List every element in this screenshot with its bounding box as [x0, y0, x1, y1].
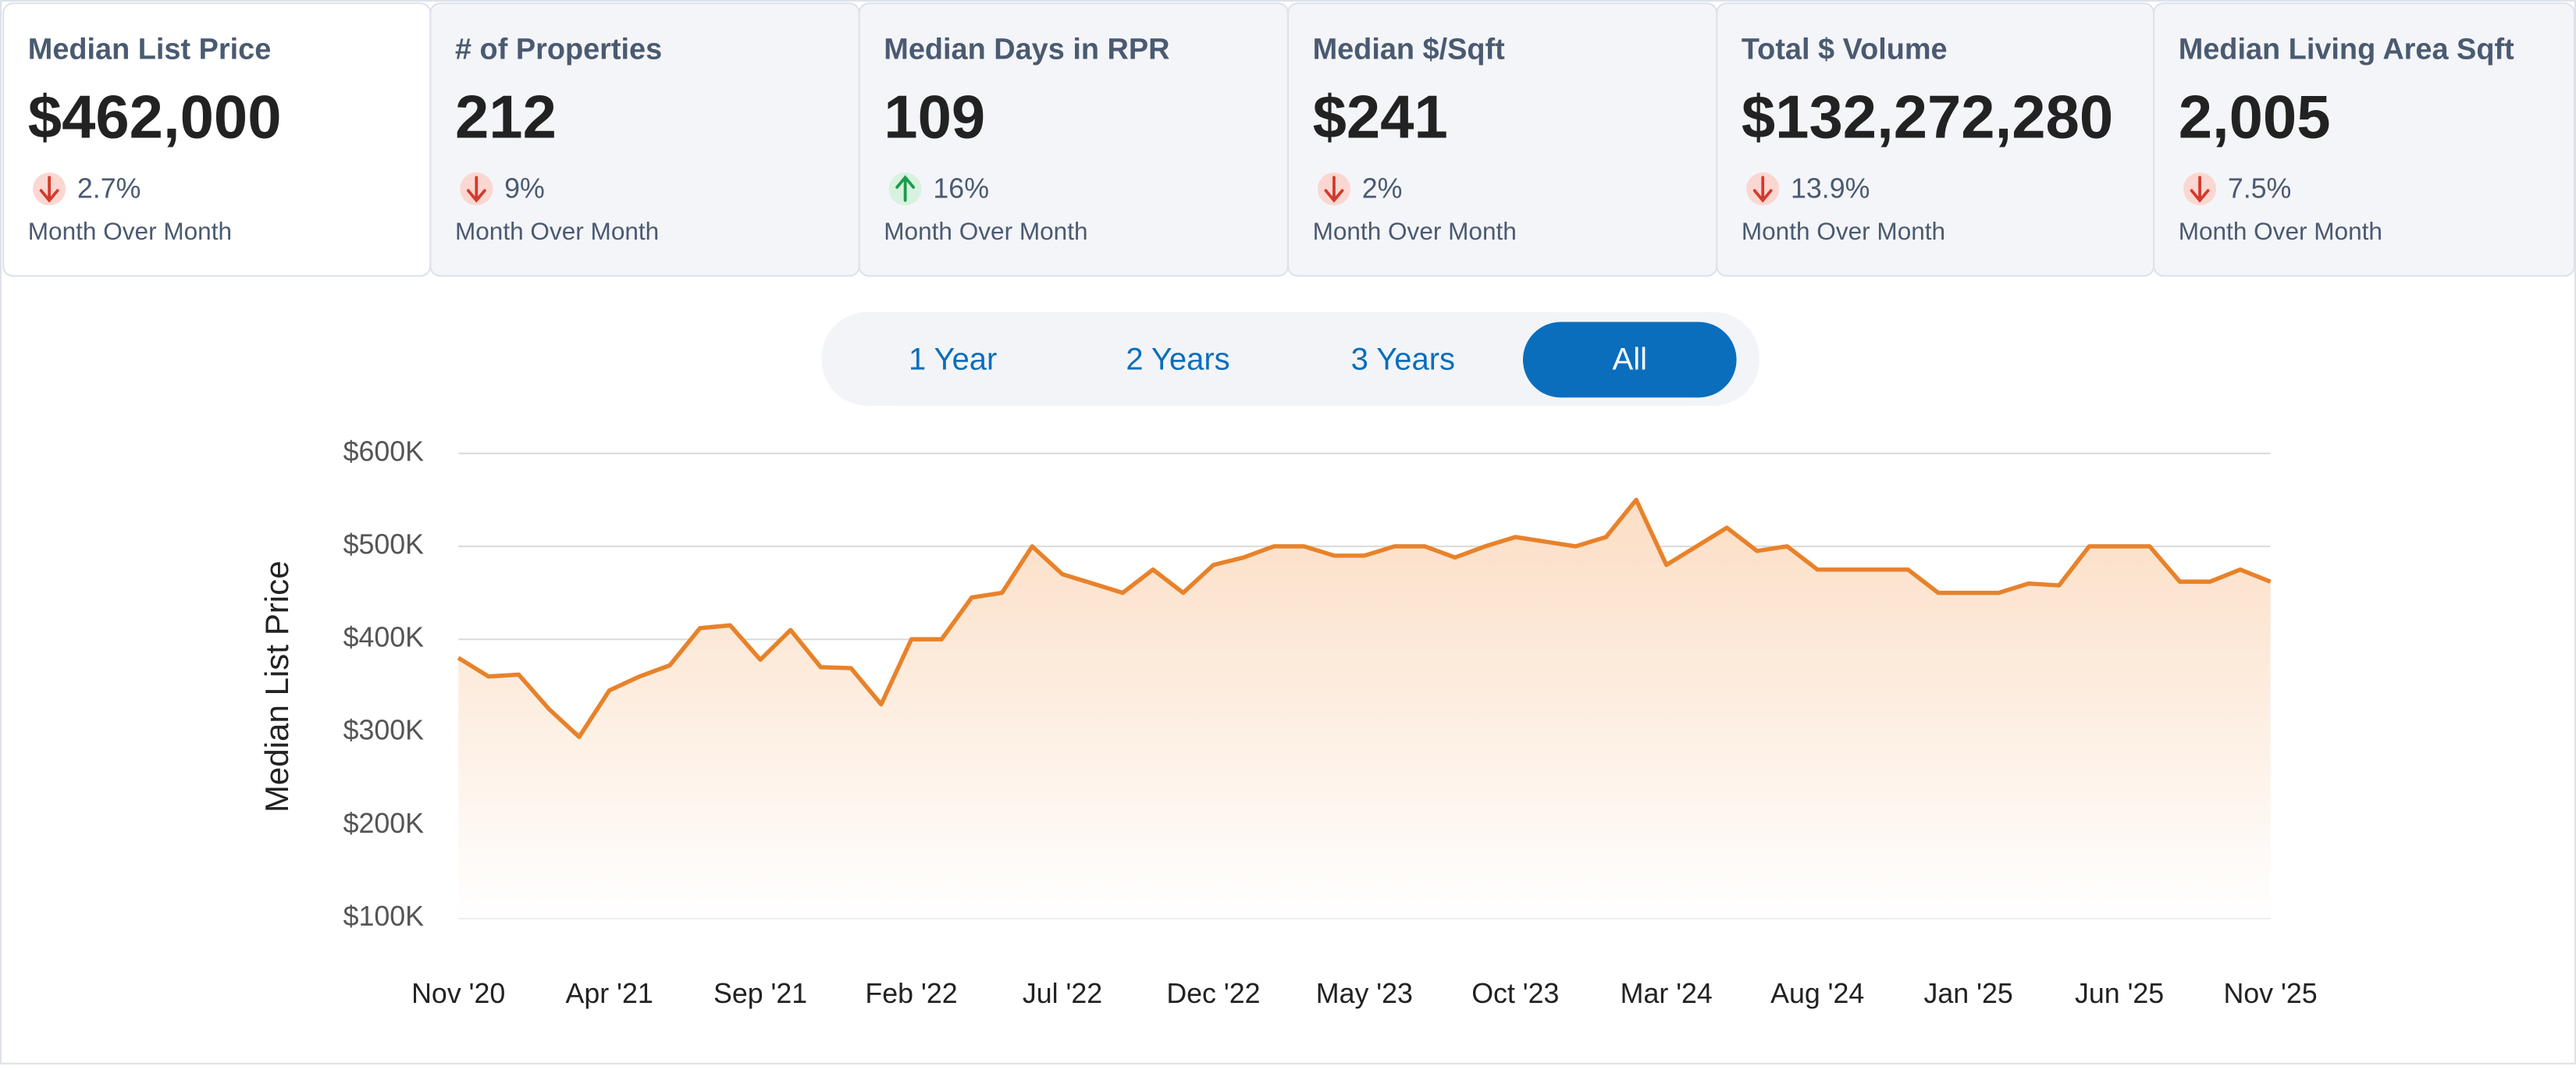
range-button[interactable]: 2 Years: [1126, 343, 1229, 377]
change-arrow: [1752, 176, 1773, 203]
x-tick-label: Aug '24: [1770, 978, 1864, 1009]
card-change: 7.5%: [2228, 173, 2292, 204]
card-value: 109: [884, 84, 985, 151]
card-period: Month Over Month: [1742, 217, 1945, 245]
card-value: 212: [455, 84, 557, 151]
x-tick-label: Nov '25: [2223, 978, 2317, 1009]
card-value: $241: [1313, 84, 1448, 151]
card-title: Median Days in RPR: [884, 33, 1169, 66]
y-tick-label: $400K: [343, 622, 425, 653]
x-tick-label: Jan '25: [1924, 978, 2013, 1009]
card-value: 2,005: [2179, 84, 2331, 151]
card-title: # of Properties: [455, 33, 662, 66]
card-value: $132,272,280: [1742, 84, 2113, 151]
range-button-selected[interactable]: [1522, 322, 1737, 398]
range-button[interactable]: 1 Year: [909, 343, 997, 377]
change-arrow: [895, 175, 916, 202]
x-tick-label: Dec '22: [1166, 978, 1260, 1009]
y-tick-label: $200K: [343, 808, 425, 839]
area: [458, 499, 2271, 919]
range-button[interactable]: All: [1613, 343, 1647, 377]
card-change: 13.9%: [1791, 173, 1870, 204]
x-tick-label: Jun '25: [2075, 978, 2164, 1009]
x-tick-label: Oct '23: [1471, 978, 1559, 1009]
y-tick-label: $300K: [343, 715, 425, 746]
y-tick-label: $500K: [343, 528, 425, 560]
change-arrow: [1324, 176, 1344, 203]
card-period: Month Over Month: [1313, 217, 1517, 245]
metric-card[interactable]: [2153, 2, 2575, 277]
y-tick-label: $600K: [343, 435, 425, 467]
card-period: Month Over Month: [2179, 217, 2382, 245]
card-change: 2%: [1362, 173, 1403, 204]
card-title: Median Living Area Sqft: [2179, 33, 2514, 66]
card-title: Total $ Volume: [1742, 33, 1948, 66]
x-tick-label: Sep '21: [713, 978, 807, 1009]
x-tick-label: May '23: [1316, 978, 1413, 1009]
x-tick-label: Feb '22: [865, 978, 957, 1009]
card-period: Month Over Month: [28, 217, 232, 245]
x-tick-label: Apr '21: [566, 978, 653, 1009]
range-button[interactable]: 3 Years: [1351, 343, 1455, 377]
card-title: Median $/Sqft: [1313, 33, 1506, 66]
line: [457, 497, 2272, 739]
change-arrow: [39, 176, 59, 203]
change-arrow: [2190, 176, 2210, 203]
y-tick-label: $100K: [343, 901, 425, 932]
range-toggle: [821, 311, 1760, 406]
change-arrow: [466, 176, 486, 203]
card-period: Month Over Month: [884, 217, 1087, 245]
x-tick-label: Nov '20: [411, 978, 505, 1009]
card-period: Month Over Month: [455, 217, 659, 245]
card-change: 16%: [933, 173, 989, 204]
y-axis-label: Median List Price: [258, 560, 295, 812]
card-title: Median List Price: [28, 33, 272, 66]
card-change: 9%: [504, 173, 545, 204]
x-tick-label: Jul '22: [1023, 978, 1102, 1009]
x-tick-label: Mar '24: [1621, 978, 1713, 1009]
card-value: $462,000: [28, 84, 282, 151]
card-change: 2.7%: [77, 173, 141, 204]
